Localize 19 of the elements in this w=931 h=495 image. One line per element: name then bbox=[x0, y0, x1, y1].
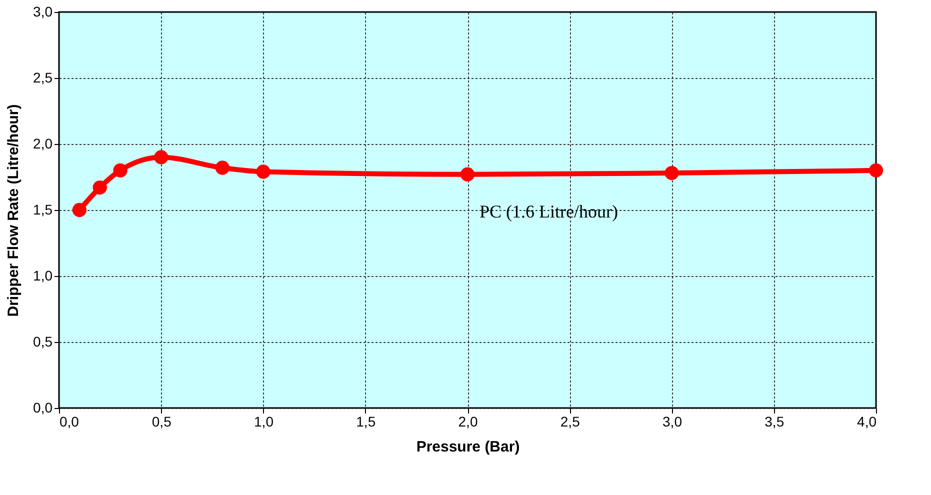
x-tick-label: 1,0 bbox=[254, 414, 274, 430]
y-tick-label: 1,5 bbox=[33, 202, 53, 218]
y-tick-label: 2,0 bbox=[33, 136, 53, 152]
y-tick-label: 0,5 bbox=[33, 334, 53, 350]
y-axis-title: Dripper Flow Rate (Litre/hour) bbox=[5, 104, 22, 317]
x-tick-label: 3,0 bbox=[662, 414, 682, 430]
x-tick-label: 0,5 bbox=[152, 414, 172, 430]
x-tick-label: 2,0 bbox=[458, 414, 478, 430]
x-tick-label: 1,5 bbox=[356, 414, 376, 430]
y-tick-label: 3,0 bbox=[33, 4, 53, 20]
y-tick-label: 1,0 bbox=[33, 268, 53, 284]
y-tick-label: 2,5 bbox=[33, 70, 53, 86]
x-tick-label: 0,0 bbox=[60, 414, 80, 430]
x-tick-label: 4,0 bbox=[857, 414, 877, 430]
series-label: PC (1.6 Litre/hour) bbox=[480, 201, 618, 222]
x-tick-label: 2,5 bbox=[560, 414, 580, 430]
y-tick-label: 0,0 bbox=[33, 400, 53, 416]
x-axis-title: Pressure (Bar) bbox=[416, 438, 520, 456]
x-tick-label: 3,5 bbox=[764, 414, 784, 430]
